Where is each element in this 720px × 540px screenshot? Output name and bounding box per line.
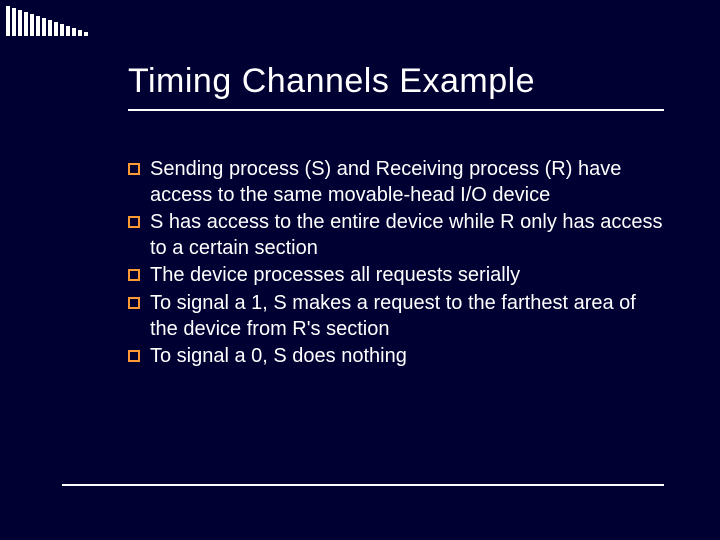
decoration-bar xyxy=(48,20,52,36)
bullet-square-icon xyxy=(128,216,140,228)
decoration-bar xyxy=(72,28,76,36)
decoration-bar xyxy=(36,16,40,36)
decoration-bar xyxy=(24,12,28,36)
bottom-rule xyxy=(62,484,664,486)
bullet-square-icon xyxy=(128,269,140,281)
list-item: To signal a 1, S makes a request to the … xyxy=(128,291,664,342)
decoration-bar xyxy=(42,18,46,36)
list-item-text: To signal a 1, S makes a request to the … xyxy=(150,291,664,342)
corner-decoration xyxy=(6,6,88,36)
list-item: To signal a 0, S does nothing xyxy=(128,344,664,370)
bullet-square-icon xyxy=(128,350,140,362)
list-item: Sending process (S) and Receiving proces… xyxy=(128,157,664,208)
list-item-text: S has access to the entire device while … xyxy=(150,210,664,261)
list-item: The device processes all requests serial… xyxy=(128,263,664,289)
decoration-bar xyxy=(84,32,88,36)
slide-title: Timing Channels Example xyxy=(128,62,664,101)
decoration-bar xyxy=(18,10,22,36)
list-item: S has access to the entire device while … xyxy=(128,210,664,261)
bullet-square-icon xyxy=(128,163,140,175)
list-item-text: Sending process (S) and Receiving proces… xyxy=(150,157,664,208)
decoration-bar xyxy=(60,24,64,36)
slide: Timing Channels Example Sending process … xyxy=(0,0,720,540)
decoration-bar xyxy=(54,22,58,36)
title-rule xyxy=(128,109,664,111)
bullet-square-icon xyxy=(128,297,140,309)
decoration-bar xyxy=(12,8,16,36)
body-list: Sending process (S) and Receiving proces… xyxy=(128,157,664,370)
decoration-bar xyxy=(6,6,10,36)
decoration-bar xyxy=(78,30,82,36)
decoration-bar xyxy=(66,26,70,36)
decoration-bar xyxy=(30,14,34,36)
content-area: Timing Channels Example Sending process … xyxy=(128,62,664,372)
list-item-text: The device processes all requests serial… xyxy=(150,263,664,289)
list-item-text: To signal a 0, S does nothing xyxy=(150,344,664,370)
